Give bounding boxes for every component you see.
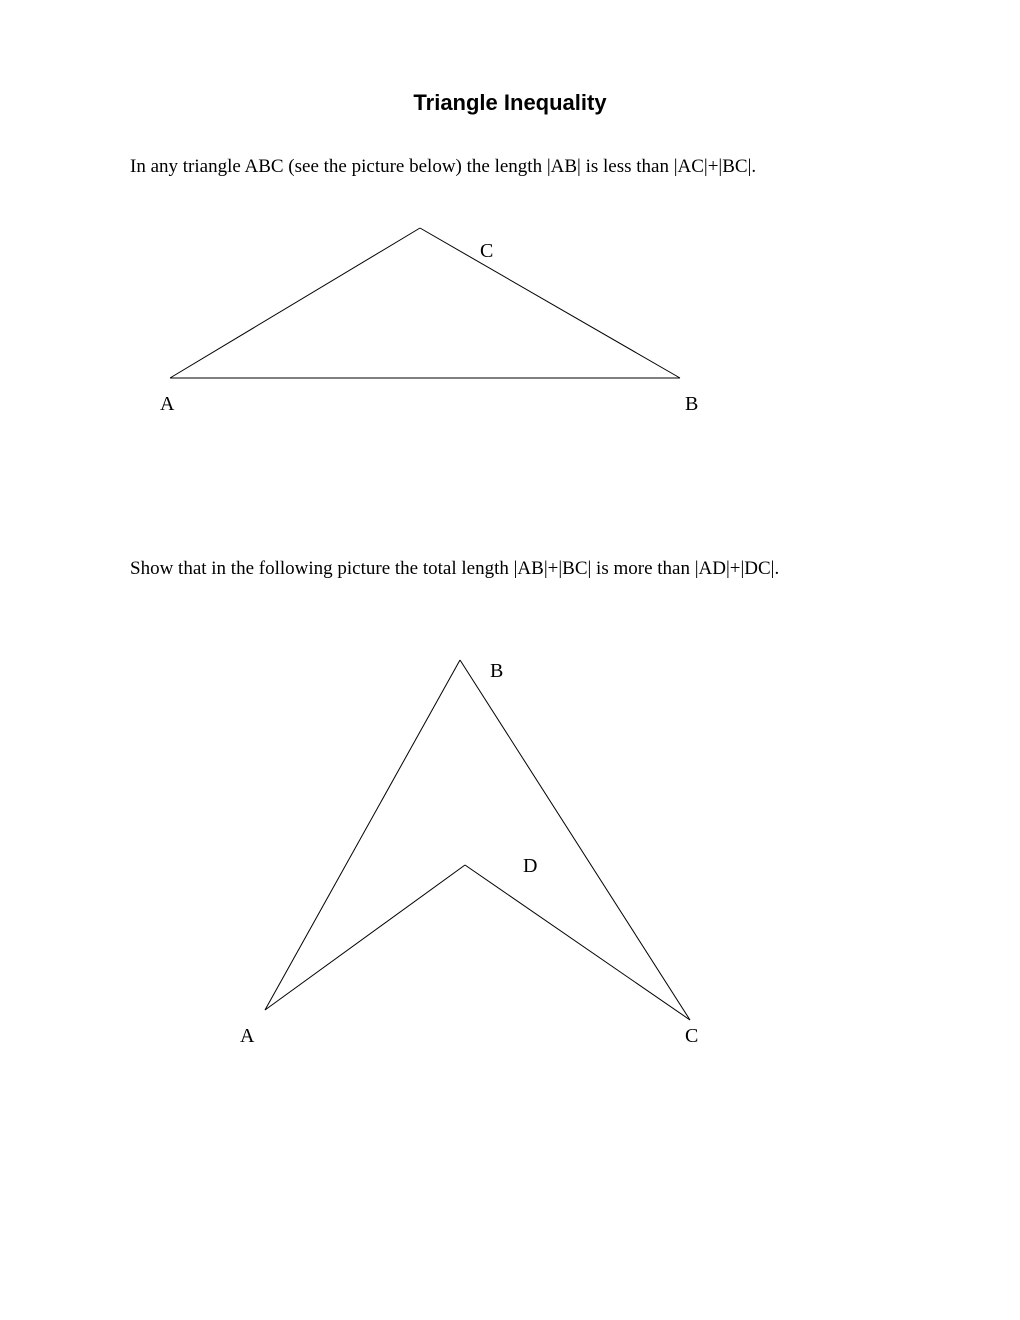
label-b2: B xyxy=(490,660,503,683)
line-ad2 xyxy=(265,865,465,1010)
page-title: Triangle Inequality xyxy=(130,90,890,116)
diagram-triangle-abc: A B C xyxy=(130,198,890,478)
triangle-abc-svg xyxy=(130,198,890,478)
label-c2: C xyxy=(685,1025,698,1048)
line-bc xyxy=(420,228,680,378)
problem-paragraph: Show that in the following picture the t… xyxy=(130,558,890,580)
line-ab2 xyxy=(265,660,460,1010)
line-ac xyxy=(170,228,420,378)
intro-paragraph: In any triangle ABC (see the picture bel… xyxy=(130,156,890,178)
label-c1: C xyxy=(480,240,493,263)
line-dc2 xyxy=(465,865,690,1020)
line-bc2 xyxy=(460,660,690,1020)
label-a1: A xyxy=(160,393,174,416)
label-a2: A xyxy=(240,1025,254,1048)
label-d2: D xyxy=(523,855,537,878)
diagram-quad-abcd: A B C D xyxy=(130,630,890,1110)
label-b1: B xyxy=(685,393,698,416)
